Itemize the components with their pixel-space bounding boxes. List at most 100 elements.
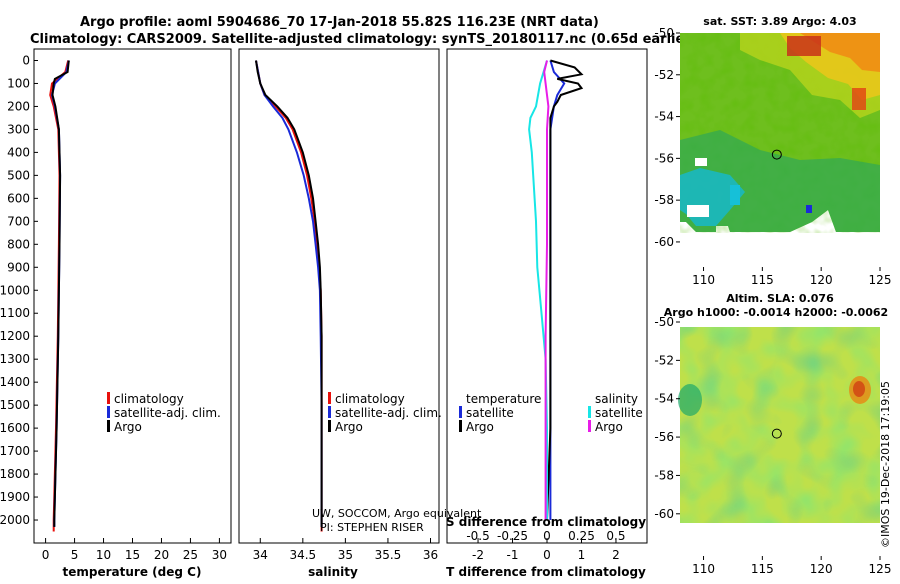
legend-label-argo: Argo: [114, 420, 142, 434]
legend-label-satellite-adj: satellite-adj. clim.: [335, 406, 442, 420]
s-difference-x-axis: -0.5 -0.25 0 0.25 0.5: [466, 529, 625, 543]
legend-label-temp-satellite: satellite: [466, 406, 514, 420]
y-tick-label: 1200: [0, 329, 30, 343]
sst-missing-data-2: [695, 158, 707, 166]
temperature-x-label: temperature (deg C): [63, 565, 202, 579]
legend-label-sal-satellite: satellite: [595, 406, 643, 420]
sla-map-texture-2: [680, 327, 880, 523]
y-tick-label: 1800: [0, 467, 30, 481]
x-tick-label: 10: [96, 548, 111, 562]
legend-swatch-satellite-adj: [107, 406, 110, 418]
sla-map-subtitle: Argo h1000: -0.0014 h2000: -0.0062: [664, 306, 888, 319]
legend-head-temperature: temperature: [466, 392, 541, 406]
s-tick-label: -0.25: [497, 529, 528, 543]
salinity-legend: climatology satellite-adj. clim. Argo: [328, 392, 442, 434]
difference-legend: temperature satellite Argo salinity sate…: [459, 392, 643, 434]
sla-map-lat-axis: -50 -52 -54 -56 -58 -60: [654, 315, 680, 521]
x-tick-label: 20: [154, 548, 169, 562]
legend-swatch-sal-argo: [588, 420, 591, 432]
lat-tick-label: -60: [654, 507, 674, 521]
lat-tick-label: -56: [654, 430, 674, 444]
legend-label-climatology: climatology: [114, 392, 184, 406]
y-tick-label: 1400: [0, 375, 30, 389]
lat-tick-label: -58: [654, 193, 674, 207]
sst-map-lon-axis: 110 115 120 125: [692, 267, 891, 287]
sla-map-lon-axis: 110 115 120 125: [692, 556, 891, 576]
x-tick-label: 2: [612, 548, 620, 562]
y-tick-label: 1900: [0, 490, 30, 504]
sst-cold-pixel: [806, 205, 812, 213]
legend-swatch-climatology: [328, 392, 331, 404]
temperature-axes-frame: [33, 48, 232, 544]
legend-swatch-climatology: [107, 392, 110, 404]
lat-tick-label: -60: [654, 235, 674, 249]
legend-swatch-temp-argo: [459, 420, 462, 432]
sst-map-panel: sat. SST: 3.89 Argo: 4.03 -50-52-54-56-5…: [654, 15, 900, 287]
salinity-series: [255, 60, 323, 532]
credit-line2: PI: STEPHEN RISER: [320, 521, 424, 534]
x-tick-label: 0: [543, 548, 551, 562]
x-tick-label: 1: [578, 548, 586, 562]
lon-tick-label: 115: [751, 562, 774, 576]
y-tick-label: 1100: [0, 306, 30, 320]
y-tick-label: 800: [7, 237, 30, 251]
figure-title-line1: Argo profile: aoml 5904686_70 17-Jan-201…: [80, 15, 599, 30]
difference-series: [528, 59, 584, 521]
salinity-panel: 34 34.5 35 35.5 36 salinity climatology sate…: [238, 48, 482, 579]
lat-tick-label: -58: [654, 468, 674, 482]
x-tick-label: 34: [253, 548, 268, 562]
temperature-series: [49, 60, 70, 532]
lon-tick-label: 110: [692, 273, 715, 287]
y-tick-label: 500: [7, 168, 30, 182]
x-tick-label: 5: [71, 548, 79, 562]
salinity-x-label: salinity: [308, 565, 358, 579]
x-tick-label: 34.5: [289, 548, 316, 562]
x-tick-label: 35: [338, 548, 353, 562]
t-difference-x-axis: -2 -1 0 1 2: [472, 538, 620, 562]
argo-location-marker: [771, 149, 782, 160]
sst-hot-spot: [852, 88, 866, 110]
series-line-temperature-satellite: [549, 60, 566, 520]
y-tick-label: 1300: [0, 352, 30, 366]
y-tick-label: 300: [7, 122, 30, 136]
s-tick-label: 0.5: [606, 529, 625, 543]
series-line-argo: [51, 60, 70, 527]
lat-tick-label: -52: [654, 353, 674, 367]
y-tick-label: 600: [7, 191, 30, 205]
series-line-salinity-satellite: [528, 60, 548, 520]
lon-tick-label: 110: [692, 562, 715, 576]
series-line-argo: [255, 60, 323, 527]
y-tick-label: 1500: [0, 398, 30, 412]
legend-swatch-sal-satellite: [588, 406, 591, 418]
legend-swatch-argo: [107, 420, 110, 432]
y-tick-label: 700: [7, 214, 30, 228]
x-tick-label: 15: [125, 548, 140, 562]
legend-label-satellite-adj: satellite-adj. clim.: [114, 406, 221, 420]
lat-tick-label: -54: [654, 110, 674, 124]
sst-cold-patch: [730, 185, 740, 205]
y-tick-label: 1600: [0, 421, 30, 435]
x-tick-label: -1: [507, 548, 519, 562]
imos-watermark: ©IMOS 19-Dec-2018 17:19:05: [879, 381, 892, 548]
temperature-panel: 0100200300400500600700800900100011001200…: [0, 48, 232, 579]
sla-map-title: Altim. SLA: 0.076: [726, 292, 834, 305]
y-tick-label: 0: [22, 53, 30, 67]
y-tick-label: 1700: [0, 444, 30, 458]
sla-map-image: [678, 322, 880, 556]
temperature-legend: climatology satellite-adj. clim. Argo: [107, 392, 221, 434]
series-line-satellite-adj-clim-: [255, 60, 323, 527]
sst-hottest-region: [787, 36, 821, 56]
series-line-salinity-argo: [543, 60, 550, 520]
y-tick-label: 100: [7, 76, 30, 90]
legend-swatch-temp-satellite: [459, 406, 462, 418]
sla-highest-spot: [853, 381, 865, 397]
y-tick-label: 900: [7, 260, 30, 274]
credit-line1: UW, SOCCOM, Argo equivalent: [312, 507, 482, 520]
x-tick-label: 30: [212, 548, 227, 562]
t-difference-label: T difference from climatology: [446, 565, 646, 579]
x-tick-label: 36: [423, 548, 438, 562]
sst-map-right-mask: [880, 33, 900, 267]
argo-location-marker: [771, 428, 782, 439]
depth-axis: 0 100 200 300 400 500 600 700 800 900 1000 1100 1200…: [0, 53, 38, 527]
sst-missing-data: [687, 205, 709, 217]
